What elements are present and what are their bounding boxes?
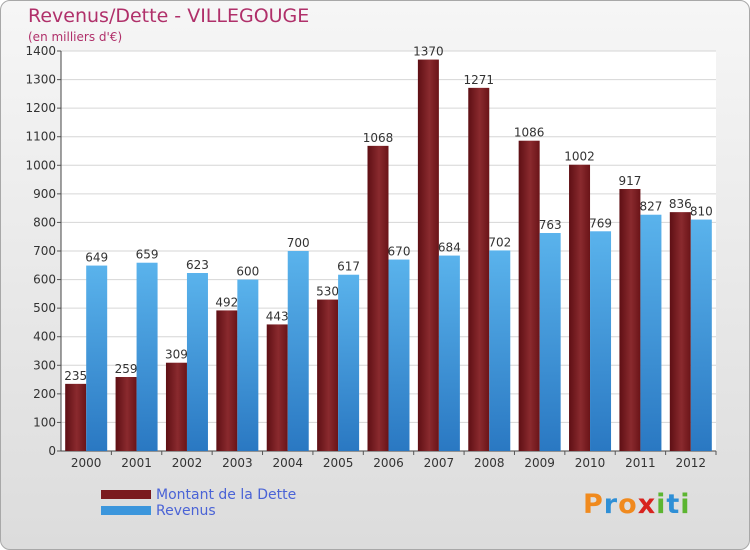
bar-dette xyxy=(266,324,288,451)
x-tick-label: 2001 xyxy=(121,456,152,470)
y-tick-label: 1300 xyxy=(25,73,56,87)
x-tick-label: 2003 xyxy=(222,456,253,470)
logo-letter: i xyxy=(656,489,667,520)
bar-dette xyxy=(216,310,238,451)
x-tick-label: 2012 xyxy=(676,456,707,470)
bar-revenus xyxy=(539,233,561,451)
logo-letter: o xyxy=(618,489,638,520)
legend-swatch-revenus xyxy=(101,506,151,515)
bar-revenus xyxy=(338,274,360,451)
data-label-revenus: 700 xyxy=(287,236,310,250)
logo-letter: r xyxy=(603,489,619,520)
data-label-dette: 492 xyxy=(215,295,238,309)
bar-dette xyxy=(65,383,87,451)
data-label-revenus: 659 xyxy=(136,248,159,262)
y-tick-label: 0 xyxy=(48,444,56,458)
x-tick-label: 2004 xyxy=(272,456,303,470)
bar-revenus xyxy=(489,250,511,451)
bar-dette xyxy=(317,299,339,451)
bar-revenus xyxy=(287,251,309,451)
bar-dette xyxy=(569,164,591,451)
x-tick-label: 2010 xyxy=(575,456,606,470)
bar-revenus xyxy=(590,231,612,451)
bar-revenus xyxy=(186,273,208,451)
data-label-revenus: 649 xyxy=(85,251,108,265)
bar-dette xyxy=(165,362,187,451)
y-tick-label: 800 xyxy=(33,215,56,229)
data-label-revenus: 684 xyxy=(438,241,461,255)
y-tick-label: 500 xyxy=(33,301,56,315)
bar-revenus xyxy=(86,265,108,451)
data-label-revenus: 769 xyxy=(589,216,612,230)
bar-dette xyxy=(115,377,137,451)
y-tick-label: 1400 xyxy=(25,44,56,58)
data-label-dette: 836 xyxy=(669,197,692,211)
logo-letter: i xyxy=(680,489,691,520)
bar-revenus xyxy=(237,279,259,451)
data-label-dette: 1086 xyxy=(514,126,545,140)
x-tick-label: 2002 xyxy=(172,456,203,470)
y-tick-label: 100 xyxy=(33,415,56,429)
data-label-dette: 1068 xyxy=(363,131,394,145)
data-label-dette: 443 xyxy=(266,309,289,323)
data-label-revenus: 617 xyxy=(337,260,360,274)
legend-label-revenus: Revenus xyxy=(156,503,216,519)
legend-swatch-dette xyxy=(101,490,151,499)
data-label-dette: 235 xyxy=(64,369,87,383)
y-tick-label: 600 xyxy=(33,273,56,287)
data-label-dette: 530 xyxy=(316,285,339,299)
data-label-dette: 1370 xyxy=(413,45,444,59)
legend-label-dette: Montant de la Dette xyxy=(156,487,297,503)
y-tick-label: 200 xyxy=(33,387,56,401)
bar-dette xyxy=(669,212,691,451)
logo-letter: x xyxy=(637,489,657,520)
y-tick-label: 400 xyxy=(33,330,56,344)
data-label-revenus: 763 xyxy=(539,218,562,232)
proxiti-logo: Proxiti xyxy=(583,489,691,520)
data-label-dette: 259 xyxy=(115,362,138,376)
chart-subtitle: (en milliers d'€) xyxy=(28,30,123,44)
data-label-dette: 1271 xyxy=(463,73,494,87)
data-label-dette: 1002 xyxy=(564,150,595,164)
data-label-dette: 309 xyxy=(165,348,188,362)
bar-dette xyxy=(367,145,389,451)
bar-revenus xyxy=(388,259,410,451)
data-label-revenus: 810 xyxy=(690,205,713,219)
x-tick-label: 2005 xyxy=(323,456,354,470)
x-tick-label: 2009 xyxy=(524,456,555,470)
logo-letter: P xyxy=(583,489,604,520)
y-tick-label: 900 xyxy=(33,187,56,201)
bar-dette xyxy=(619,189,641,451)
y-tick-label: 700 xyxy=(33,244,56,258)
bar-revenus xyxy=(438,255,460,451)
x-tick-label: 2007 xyxy=(424,456,455,470)
chart-title: Revenus/Dette - VILLEGOUGE xyxy=(28,5,310,27)
y-tick-label: 300 xyxy=(33,358,56,372)
y-tick-label: 1100 xyxy=(25,130,56,144)
data-label-revenus: 702 xyxy=(488,235,511,249)
bar-dette xyxy=(417,59,439,451)
bar-dette xyxy=(518,140,540,451)
x-tick-label: 2006 xyxy=(373,456,404,470)
data-label-revenus: 600 xyxy=(236,265,259,279)
data-label-revenus: 623 xyxy=(186,258,209,272)
bar-revenus xyxy=(690,219,712,451)
x-tick-label: 2008 xyxy=(474,456,505,470)
data-label-revenus: 670 xyxy=(388,245,411,259)
y-tick-label: 1200 xyxy=(25,101,56,115)
logo-letter: t xyxy=(666,489,681,520)
bar-dette xyxy=(468,87,490,451)
data-label-dette: 917 xyxy=(618,174,641,188)
y-tick-label: 1000 xyxy=(25,158,56,172)
x-tick-label: 2011 xyxy=(625,456,656,470)
bar-revenus xyxy=(136,262,158,451)
data-label-revenus: 827 xyxy=(639,200,662,214)
bar-revenus xyxy=(640,214,662,451)
x-tick-label: 2000 xyxy=(71,456,102,470)
